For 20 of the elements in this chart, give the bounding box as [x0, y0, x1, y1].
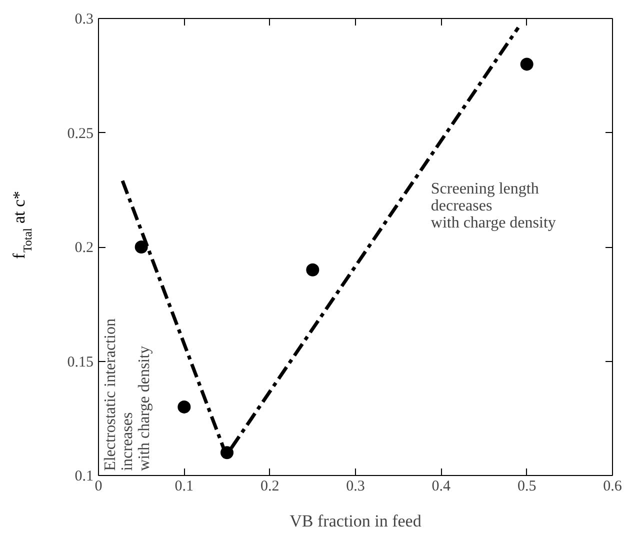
x-axis-title: VB fraction in feed [290, 512, 422, 530]
y-tick-label: 0.2 [74, 240, 94, 256]
annotation: Screening length decreases with charge density [430, 180, 556, 232]
point [134, 240, 148, 254]
x-tick-label: 0 [94, 478, 102, 494]
annotation: Electrostatic interaction increases with charge density [102, 318, 153, 471]
y-tick-label: 0.1 [74, 468, 94, 484]
x-tick-label: 0.2 [260, 478, 280, 494]
point [178, 400, 191, 414]
y-tick-label: 0.3 [74, 12, 94, 28]
y-tick-label: 0.25 [67, 126, 94, 142]
point [520, 58, 534, 71]
x-tick-label: 0.5 [517, 478, 536, 494]
y-tick-label: 0.15 [67, 354, 94, 370]
x-tick-label: 0.6 [603, 478, 622, 494]
x-tick-label: 0.4 [432, 478, 452, 494]
point [306, 263, 320, 276]
x-tick-label: 0.3 [346, 478, 365, 494]
y-axis-title: fTotal at c* [10, 190, 34, 259]
x-tick-label: 0.1 [174, 478, 194, 494]
